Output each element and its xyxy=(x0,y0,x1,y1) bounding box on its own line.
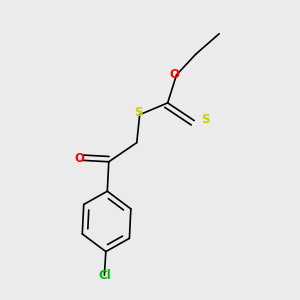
Text: O: O xyxy=(74,152,84,165)
Text: Cl: Cl xyxy=(98,268,111,282)
Text: S: S xyxy=(201,112,210,126)
Text: O: O xyxy=(169,68,179,81)
Text: S: S xyxy=(134,106,142,119)
